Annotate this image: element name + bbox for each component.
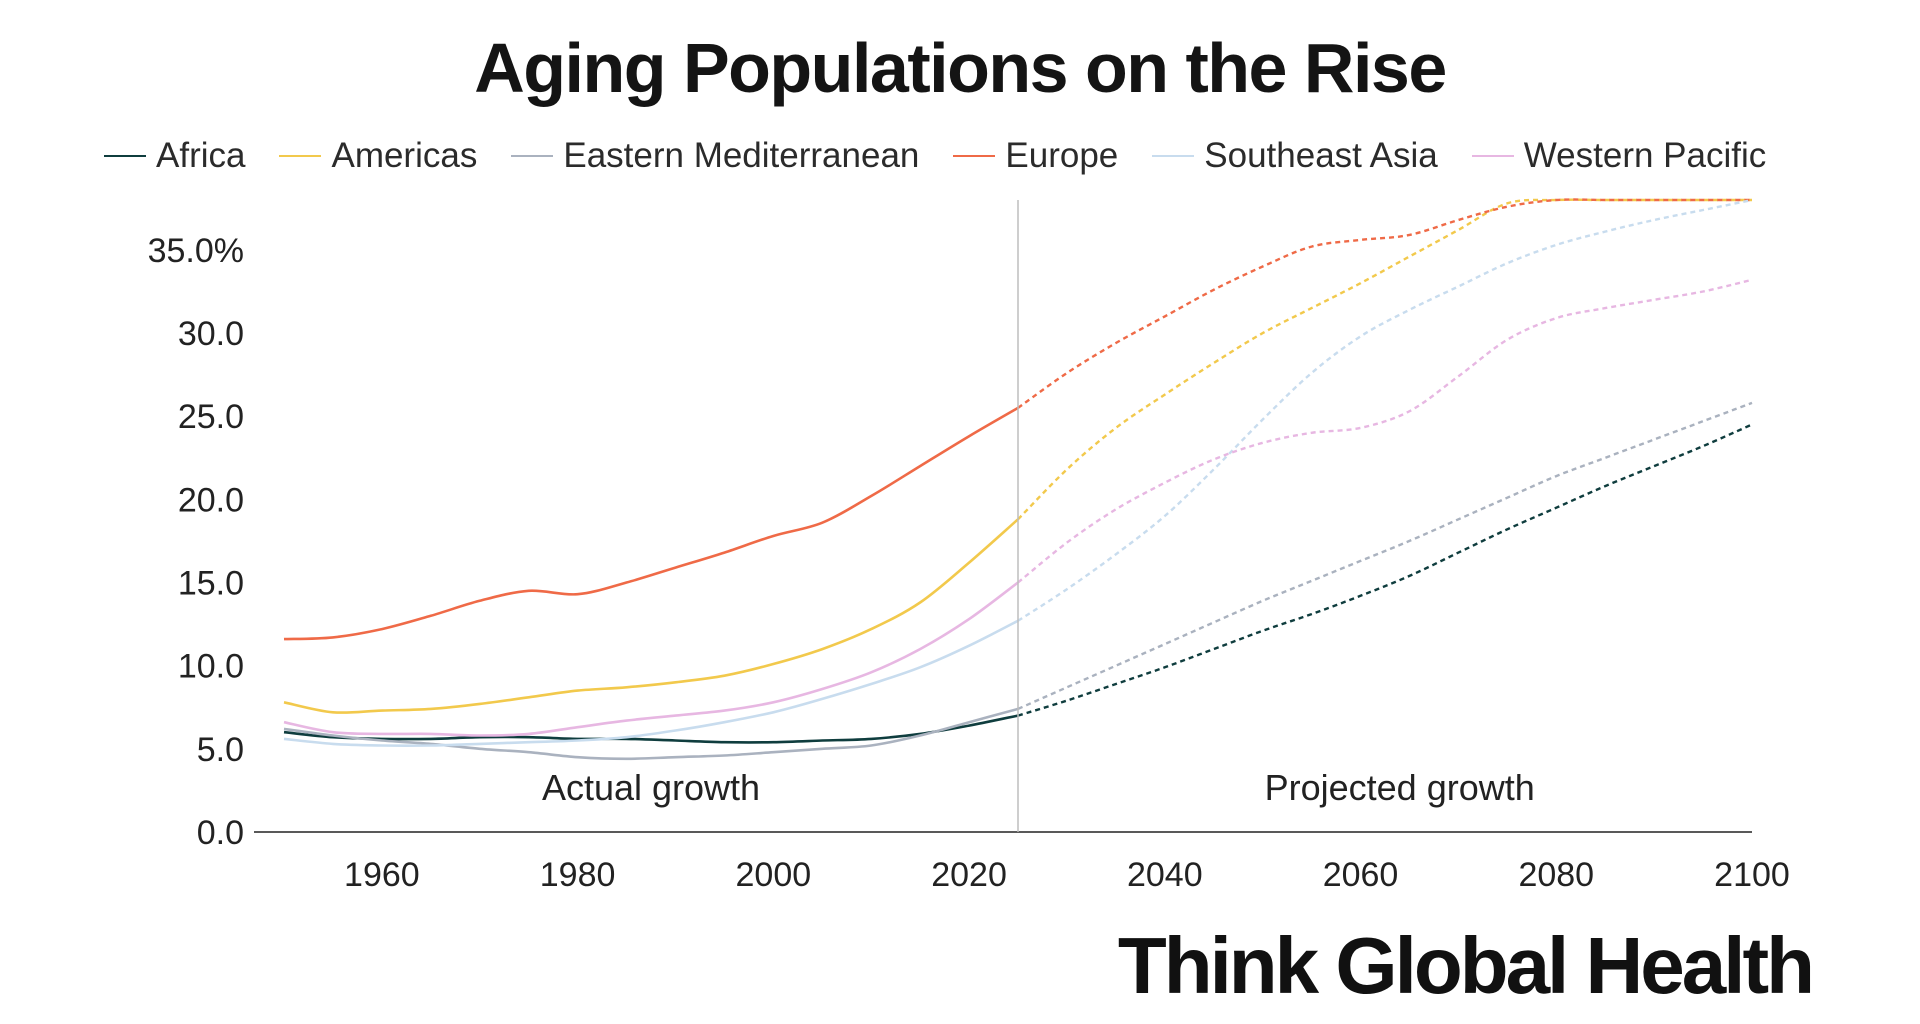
legend-label: Eastern Mediterranean: [563, 136, 920, 175]
y-tick-label: 20.0: [178, 481, 244, 519]
legend-label: Western Pacific: [1523, 136, 1767, 175]
legend-label: Southeast Asia: [1204, 136, 1438, 175]
y-axis: 0.0 5.0 10.0 15.0 20.0 25.0 30.0 35.0%: [148, 232, 244, 852]
actual-growth-label: Actual growth: [542, 767, 760, 808]
y-tick-label: 15.0: [178, 565, 244, 603]
x-tick-label: 2060: [1323, 856, 1399, 894]
legend-swatch: [104, 155, 146, 157]
legend-item-southeast-asia: Southeast Asia: [1152, 136, 1438, 176]
series-western-pacific: [283, 278, 1753, 737]
series-line-actual-europe: [283, 406, 1019, 641]
x-tick-label: 1960: [344, 856, 420, 894]
legend-label: Africa: [156, 136, 246, 175]
projected-growth-label: Projected growth: [1265, 767, 1535, 808]
x-axis: 1960 1980 2000 2020 2040 2060 2080 2100: [254, 831, 1790, 894]
x-tick-label: 1980: [540, 856, 616, 894]
x-tick-label: 2000: [736, 856, 812, 894]
legend-swatch: [1152, 155, 1195, 157]
series-line-actual-western-pacific: [283, 581, 1019, 737]
series-europe: [283, 198, 1752, 641]
legend-item-europe: Europe: [953, 136, 1118, 176]
series-africa: [283, 423, 1753, 744]
series-line-actual-southeast-asia: [283, 619, 1019, 748]
chart-title: Aging Populations on the Rise: [474, 29, 1447, 107]
series-line-projected-eastern-mediterranean: [1017, 401, 1753, 710]
series-line-actual-eastern-mediterranean: [283, 707, 1019, 761]
y-tick-label: 0.0: [197, 814, 244, 852]
series-line-projected-southeast-asia: [1017, 198, 1753, 622]
legend: Africa Americas Eastern Mediterranean Europ…: [104, 134, 1800, 178]
legend-swatch: [511, 155, 554, 157]
x-tick-label: 2080: [1518, 856, 1594, 894]
legend-swatch: [279, 155, 322, 157]
series-layer: [283, 198, 1753, 761]
legend-swatch: [953, 155, 996, 157]
series-eastern-mediterranean: [283, 401, 1753, 761]
brand-logo: Think Global Health: [1117, 921, 1815, 1010]
y-tick-label: 5.0: [197, 731, 244, 769]
y-tick-label: 10.0: [178, 648, 244, 686]
legend-swatch: [1471, 155, 1514, 157]
legend-label: Americas: [331, 136, 478, 175]
series-line-projected-western-pacific: [1017, 278, 1753, 584]
y-tick-label: 35.0%: [148, 232, 244, 270]
x-tick-label: 2040: [1127, 856, 1203, 894]
annotation-layer: Actual growth Projected growth: [542, 200, 1535, 832]
legend-item-eastern-mediterranean: Eastern Mediterranean: [511, 136, 919, 176]
series-southeast-asia: [283, 198, 1753, 748]
y-tick-label: 25.0: [178, 398, 244, 436]
legend-item-africa: Africa: [104, 136, 245, 176]
series-line-projected-europe: [1017, 198, 1752, 409]
x-tick-label: 2020: [931, 856, 1007, 894]
legend-label: Europe: [1005, 136, 1119, 175]
series-line-actual-africa: [283, 714, 1019, 744]
series-line-actual-americas: [283, 518, 1019, 714]
series-line-projected-africa: [1017, 423, 1753, 717]
legend-item-americas: Americas: [279, 136, 477, 176]
legend-item-western-pacific: Western Pacific: [1471, 136, 1767, 176]
y-tick-label: 30.0: [178, 315, 244, 353]
x-tick-label: 2100: [1714, 856, 1790, 894]
